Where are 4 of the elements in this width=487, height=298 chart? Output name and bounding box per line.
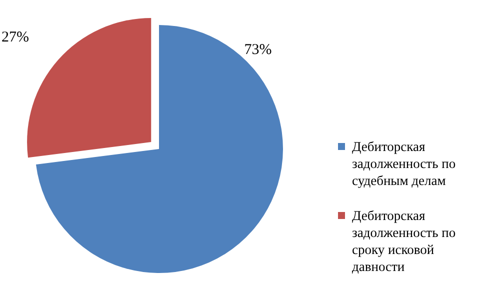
legend-label: Дебиторская задолженность по сроку исковой давности [352, 207, 457, 275]
data-label: 27% [1, 29, 29, 46]
data-label: 73% [244, 42, 272, 58]
legend-label: Дебиторская задолженность по судебным делам [352, 138, 457, 189]
